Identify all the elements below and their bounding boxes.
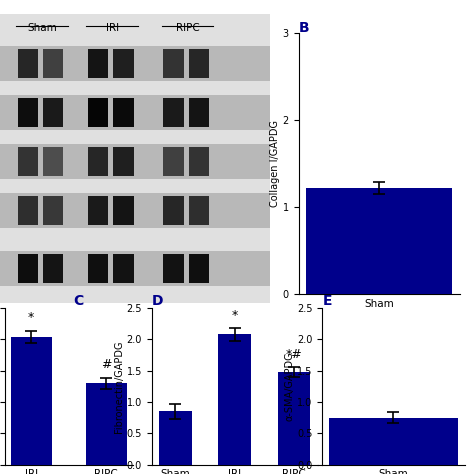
Bar bbox=[18, 147, 38, 176]
Bar bbox=[113, 98, 134, 127]
Text: Sham: Sham bbox=[27, 23, 57, 33]
Bar bbox=[88, 147, 108, 176]
Bar bbox=[277, 372, 310, 465]
Bar bbox=[164, 196, 184, 225]
Bar bbox=[189, 49, 210, 78]
Bar bbox=[113, 196, 134, 225]
Bar bbox=[86, 383, 127, 465]
Bar bbox=[189, 254, 210, 283]
Bar bbox=[164, 98, 184, 127]
Text: *: * bbox=[28, 311, 34, 324]
Bar bbox=[164, 147, 184, 176]
Bar bbox=[43, 254, 64, 283]
Bar bbox=[43, 98, 64, 127]
Bar bbox=[113, 254, 134, 283]
Text: B: B bbox=[299, 21, 309, 36]
Text: C: C bbox=[73, 294, 84, 308]
Bar bbox=[189, 147, 210, 176]
Bar bbox=[113, 49, 134, 78]
Bar bbox=[164, 254, 184, 283]
Bar bbox=[329, 418, 458, 465]
Y-axis label: α-SMA/GAPDG: α-SMA/GAPDG bbox=[284, 352, 294, 421]
Text: *: * bbox=[231, 309, 238, 322]
Bar bbox=[159, 411, 192, 465]
Bar bbox=[88, 196, 108, 225]
Bar bbox=[18, 49, 38, 78]
Bar bbox=[18, 196, 38, 225]
Bar bbox=[164, 49, 184, 78]
Bar bbox=[43, 49, 64, 78]
Y-axis label: Collagen I/GAPDG: Collagen I/GAPDG bbox=[270, 120, 280, 207]
Bar bbox=[88, 49, 108, 78]
Text: *#: *# bbox=[285, 347, 302, 361]
Bar bbox=[88, 98, 108, 127]
Bar bbox=[189, 196, 210, 225]
Bar bbox=[43, 147, 64, 176]
Text: #: # bbox=[101, 358, 111, 371]
Text: IRI: IRI bbox=[106, 23, 118, 33]
Bar bbox=[43, 196, 64, 225]
Bar bbox=[219, 334, 251, 465]
Bar bbox=[10, 337, 52, 465]
Text: E: E bbox=[322, 294, 332, 308]
Bar bbox=[88, 254, 108, 283]
Bar bbox=[306, 188, 453, 294]
Bar bbox=[189, 98, 210, 127]
Bar bbox=[18, 254, 38, 283]
Bar bbox=[113, 147, 134, 176]
Bar bbox=[18, 98, 38, 127]
Text: D: D bbox=[152, 294, 163, 308]
Y-axis label: Fibronectin/GAPDG: Fibronectin/GAPDG bbox=[114, 340, 124, 433]
Text: RIPC: RIPC bbox=[176, 23, 200, 33]
